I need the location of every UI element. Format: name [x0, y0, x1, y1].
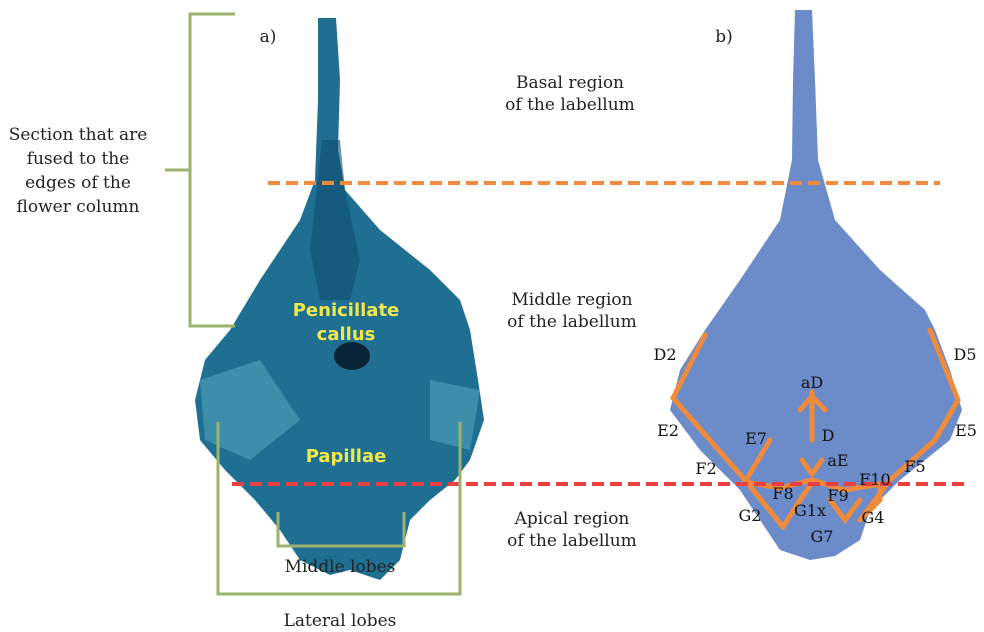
brackets — [165, 12, 462, 596]
fused-section-label: flower column — [17, 197, 140, 217]
region-label: Basal region — [516, 73, 624, 93]
region-label: Middle region — [511, 290, 632, 310]
landmark-label: aE — [827, 451, 848, 470]
callus-label: callus — [317, 324, 376, 345]
labellum-shade — [310, 140, 360, 300]
region-label: of the labellum — [505, 95, 635, 115]
landmark-label: G7 — [811, 527, 834, 546]
region-label: of the labellum — [507, 312, 637, 332]
landmark-label: aD — [801, 373, 823, 392]
landmark-label: F2 — [695, 459, 716, 478]
lateral-lobes-label: Lateral lobes — [284, 611, 397, 631]
landmark-label: D5 — [953, 345, 976, 364]
panel-label: b) — [715, 27, 733, 47]
middle-lobes-label: Middle lobes — [285, 557, 396, 577]
landmark-label: D2 — [653, 345, 676, 364]
fused-section-label: Section that are — [9, 125, 148, 145]
callus-label: Penicillate — [293, 300, 400, 321]
panel-label: a) — [260, 27, 277, 47]
fused-section-label: fused to the — [27, 149, 130, 169]
papillae-label: Papillae — [306, 446, 387, 467]
landmark-label: E5 — [955, 421, 977, 440]
region-label: of the labellum — [507, 531, 637, 551]
region-label: Apical region — [514, 509, 630, 529]
landmark-label: D — [822, 426, 835, 445]
landmark-label: G1x — [794, 501, 826, 520]
landmark-label: E7 — [745, 429, 767, 448]
labellum-light — [200, 360, 480, 460]
landmark-lines — [670, 327, 961, 530]
landmark-label: F10 — [859, 470, 890, 489]
callus-spot — [334, 342, 370, 370]
landmark-label: F9 — [827, 486, 848, 505]
landmark-label: F5 — [904, 457, 925, 476]
landmark-label: G2 — [739, 506, 762, 525]
landmark-label: G4 — [862, 508, 885, 527]
labellum-model — [670, 10, 962, 560]
landmark-label: F8 — [772, 484, 793, 503]
fused-section-label: edges of the — [25, 173, 131, 193]
landmark-label: E2 — [657, 421, 679, 440]
